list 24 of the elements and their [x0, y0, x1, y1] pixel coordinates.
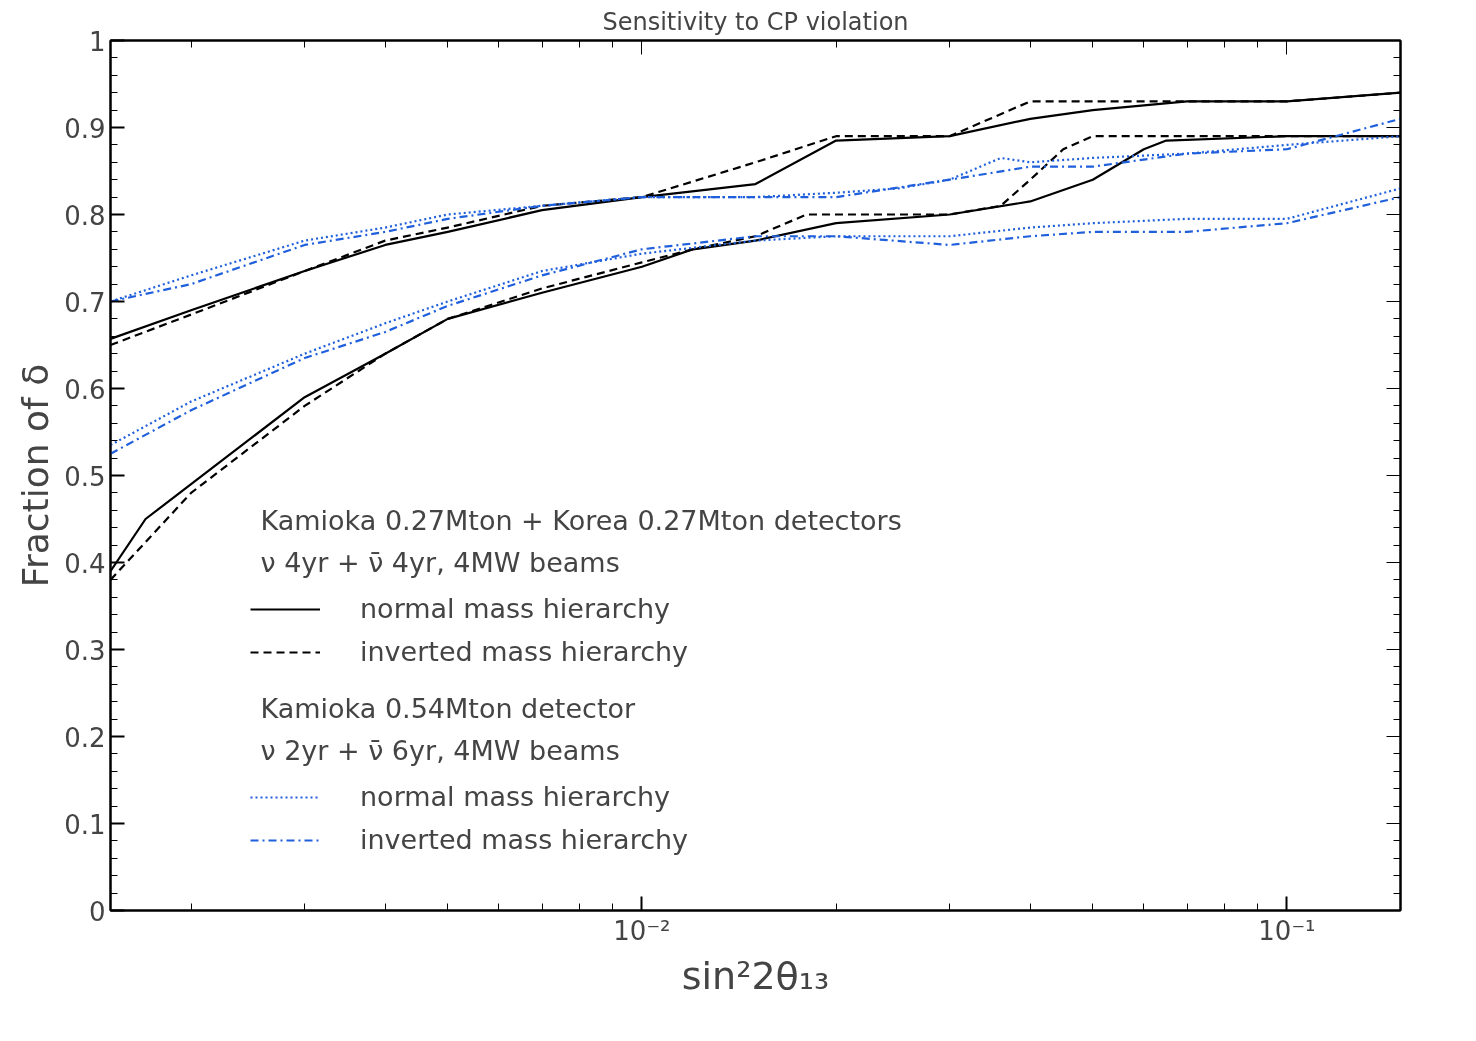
- legend-label: normal mass hierarchy: [360, 593, 671, 624]
- annotation: Kamioka 0.54Mton detector: [260, 693, 636, 724]
- legend-label: normal mass hierarchy: [360, 781, 671, 812]
- y-tick-label: 0.5: [64, 461, 106, 492]
- y-tick-label: 0.4: [64, 548, 106, 579]
- x-tick-label: 10⁻²: [613, 915, 671, 946]
- y-tick-label: 0.1: [64, 809, 106, 840]
- y-tick-label: 1: [88, 26, 106, 57]
- legend-label: inverted mass hierarchy: [360, 636, 689, 667]
- y-tick-label: 0.3: [64, 635, 106, 666]
- y-tick-label: 0: [88, 896, 106, 927]
- y-tick-label: 0.9: [64, 113, 106, 144]
- annotation: Kamioka 0.27Mton + Korea 0.27Mton detectors: [260, 505, 902, 536]
- annotation: ν 4yr + ν̄ 4yr, 4MW beams: [260, 547, 620, 578]
- y-tick-label: 0.8: [64, 200, 106, 231]
- y-tick-label: 0.7: [64, 287, 106, 318]
- y-tick-label: 0.6: [64, 374, 106, 405]
- legend-label: inverted mass hierarchy: [360, 824, 689, 855]
- chart-title: Sensitivity to CP violation: [602, 7, 909, 36]
- y-axis-title: Fraction of δ: [15, 363, 57, 588]
- y-tick-label: 0.2: [64, 722, 106, 753]
- x-axis-title: sin²2θ₁₃: [681, 953, 830, 998]
- x-tick-label: 10⁻¹: [1258, 915, 1316, 946]
- annotation: ν 2yr + ν̄ 6yr, 4MW beams: [260, 735, 620, 766]
